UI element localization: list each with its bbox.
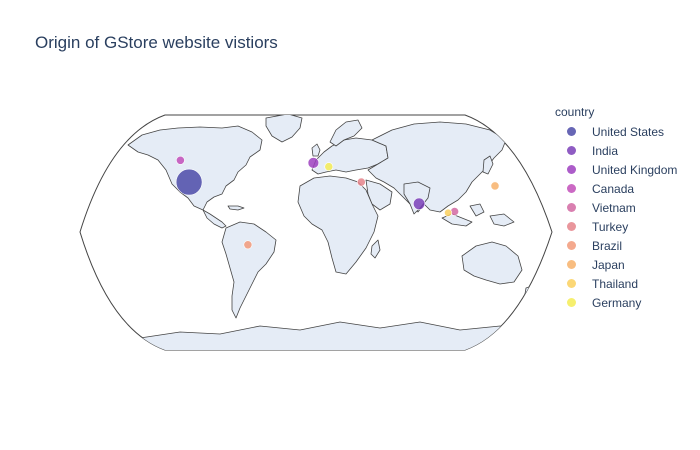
bubble-thailand[interactable] — [444, 208, 453, 217]
legend-label: India — [592, 143, 619, 158]
legend-label: Japan — [592, 257, 625, 272]
land-asia — [367, 121, 507, 213]
legend-marker-icon — [567, 279, 576, 288]
land-australia — [461, 241, 523, 285]
land-borneo — [469, 203, 485, 217]
legend-label: Canada — [592, 181, 635, 196]
chart-title: Origin of GStore website vistiors — [35, 33, 278, 52]
land-new-guinea — [489, 213, 515, 227]
legend-item[interactable]: Canada — [555, 179, 677, 198]
bubble-united-states[interactable] — [175, 168, 203, 196]
bubble-japan[interactable] — [490, 181, 500, 191]
legend-marker-icon — [567, 241, 576, 250]
land-uk — [311, 143, 321, 157]
legend-label: United Kingdom — [592, 162, 678, 177]
land-caribbean — [227, 205, 245, 211]
legend-label: Vietnam — [592, 200, 636, 215]
legend-item[interactable]: United States — [555, 122, 677, 141]
legend-marker-icon — [567, 146, 576, 155]
legend-label: Turkey — [592, 219, 629, 234]
bubble-germany[interactable] — [324, 162, 334, 172]
legend-label: United States — [592, 124, 665, 139]
land-north-america — [127, 125, 263, 211]
bubble-canada[interactable] — [175, 155, 185, 165]
legend-item[interactable]: India — [555, 141, 677, 160]
land-africa — [297, 175, 379, 275]
land-madagascar — [370, 239, 381, 259]
legend-item[interactable]: Germany — [555, 293, 677, 312]
legend-label: Brazil — [592, 238, 623, 253]
legend-label: Thailand — [592, 276, 639, 291]
bubble-turkey[interactable] — [356, 177, 366, 187]
legend-item[interactable]: Turkey — [555, 217, 677, 236]
legend: country United States India United Kingdom… — [555, 105, 677, 312]
legend-items: United States India United Kingdom Canada Vi… — [555, 122, 677, 312]
legend-item[interactable]: Vietnam — [555, 198, 677, 217]
land-scandinavia — [329, 119, 363, 147]
bubble-layer — [175, 155, 500, 250]
land-japan — [482, 155, 494, 175]
legend-marker-icon — [567, 222, 576, 231]
bubble-india[interactable] — [413, 197, 426, 210]
land-south-america — [221, 221, 277, 319]
legend-marker-icon — [567, 298, 576, 307]
legend-item[interactable]: Brazil — [555, 236, 677, 255]
legend-marker-icon — [567, 127, 576, 136]
legend-marker-icon — [567, 165, 576, 174]
bubble-brazil[interactable] — [243, 240, 253, 250]
legend-marker-icon — [567, 184, 576, 193]
bubble-united-kingdom[interactable] — [307, 157, 320, 169]
legend-marker-icon — [567, 203, 576, 212]
legend-marker-icon — [567, 260, 576, 269]
legend-label: Germany — [592, 295, 642, 310]
legend-item[interactable]: Japan — [555, 255, 677, 274]
land-greenland — [265, 115, 303, 143]
legend-item[interactable]: Thailand — [555, 274, 677, 293]
land-central-america — [202, 209, 227, 229]
legend-title: country — [555, 105, 595, 119]
legend-item[interactable]: United Kingdom — [555, 160, 677, 179]
